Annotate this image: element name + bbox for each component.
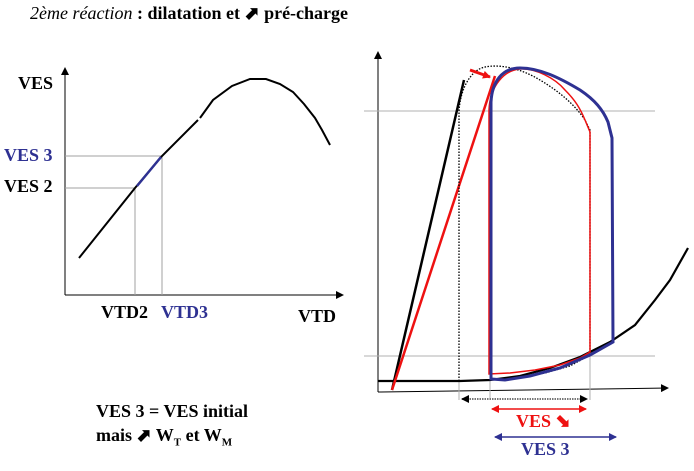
x-tick-vtd2: VTD2: [101, 302, 149, 322]
work-w1: W: [155, 425, 174, 445]
ves-decrease-text: VES: [516, 411, 552, 431]
note-prefix: mais: [96, 425, 137, 445]
work-w2: W: [203, 425, 222, 445]
note-line2: mais ⬈ WT et WM: [96, 423, 248, 455]
note-line1: VES 3 = VES initial: [96, 401, 248, 421]
right-x-axis: [377, 384, 669, 393]
left-y-axis-label: VES: [18, 73, 54, 93]
edpvr-curve: [378, 247, 689, 383]
up-right-arrow-icon: ⬈: [244, 3, 260, 23]
work-sub-m: M: [221, 436, 233, 449]
espvr-reduced: [390, 75, 497, 391]
up-right-arrow-icon: ⬈: [136, 425, 152, 445]
pv-loop-initial: [458, 65, 591, 382]
note-et: et: [181, 425, 204, 445]
page-title: 2ème réaction : dilatation et ⬈ pré-char…: [30, 3, 348, 24]
right-chart: [364, 51, 689, 441]
conclusion-note: VES 3 = VES initial mais ⬈ WT et WM: [96, 399, 248, 455]
down-right-arrow-icon: ⬊: [555, 411, 571, 431]
ves3-label: VES 3: [521, 439, 570, 459]
ves-decrease-label: VES ⬊: [516, 411, 571, 432]
x-tick-vtd3: VTD3: [161, 302, 209, 322]
y-tick-ves2: VES 2: [4, 176, 53, 196]
left-chart: [61, 67, 344, 299]
starling-shift-segment: [136, 156, 162, 187]
espvr-initial: [390, 79, 466, 391]
starling-curve: [78, 78, 331, 259]
title-tail: pré-charge: [259, 3, 349, 23]
left-x-axis-label: VTD: [298, 306, 337, 326]
title-italic: 2ème réaction: [30, 3, 133, 23]
shift-arrow: [469, 68, 491, 79]
title-rest: : dilatation et: [132, 3, 245, 23]
pv-loop-reduced: [488, 68, 591, 375]
y-tick-ves3: VES 3: [4, 145, 53, 165]
work-sub-t: T: [173, 436, 182, 449]
pv-loop-dilated: [489, 66, 615, 382]
